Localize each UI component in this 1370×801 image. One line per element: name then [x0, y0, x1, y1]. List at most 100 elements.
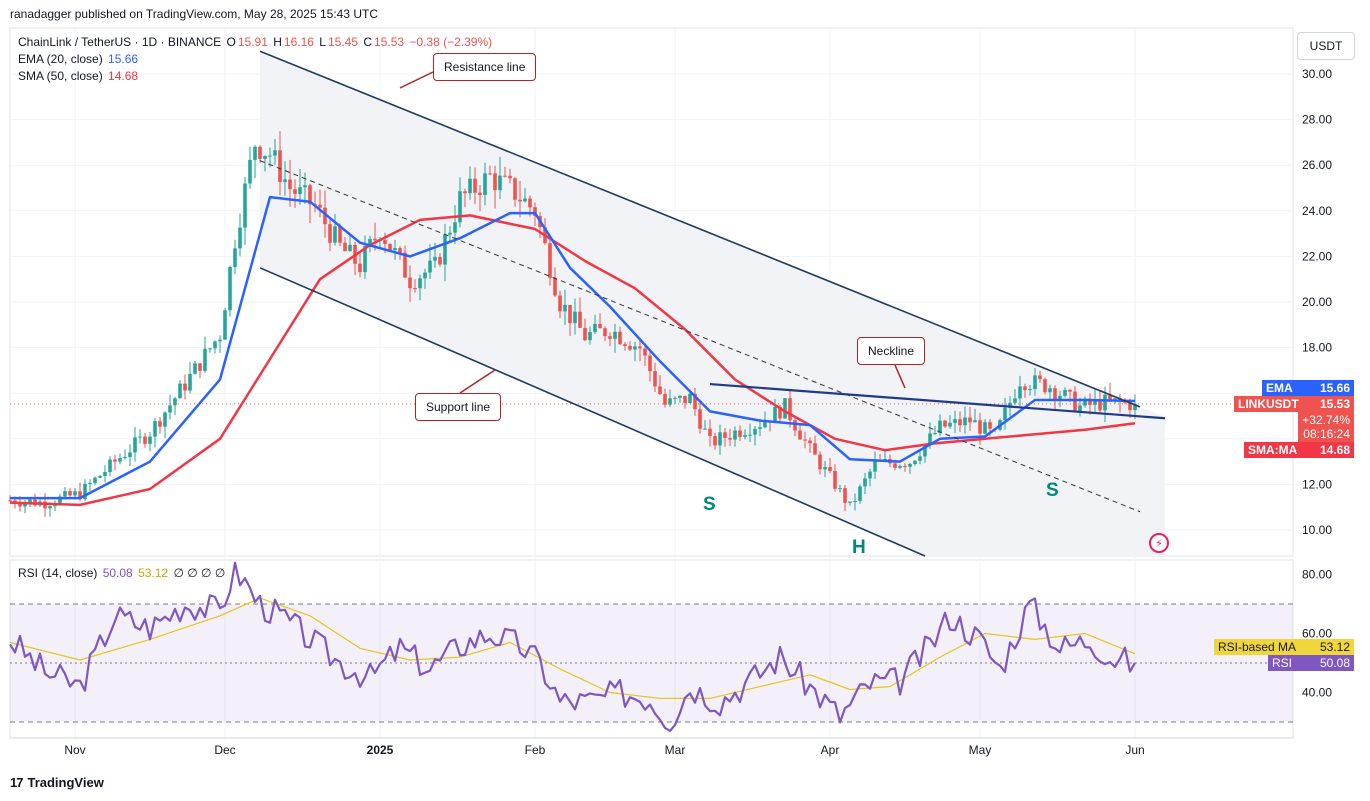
candle-body [948, 422, 952, 427]
candle-body [843, 488, 847, 503]
candles [8, 131, 1137, 517]
candle-body [763, 421, 767, 428]
candle-body [28, 499, 32, 503]
mid-channel-line [259, 160, 1141, 513]
price-tick-label: 26.00 [1302, 158, 1332, 172]
close-value: 15.53 [374, 35, 405, 49]
candle-body [953, 419, 957, 423]
candle-body [898, 466, 902, 468]
candle-body [973, 420, 977, 423]
candle-body [963, 417, 967, 426]
candle-body [638, 346, 642, 349]
candle-body [118, 458, 122, 462]
candle-body [1098, 399, 1102, 411]
candle-body [813, 443, 817, 455]
candle-body [193, 363, 197, 374]
candle-body [1053, 388, 1057, 399]
candle-body [698, 409, 702, 429]
candle-body [868, 471, 872, 479]
candle-body [553, 277, 557, 296]
candle-body [1113, 398, 1117, 400]
price-tick-label: 28.00 [1302, 113, 1332, 127]
candle-body [978, 420, 982, 434]
candle-body [228, 267, 232, 311]
candle-body [928, 433, 932, 445]
candle-body [198, 363, 202, 371]
tradingview-logo[interactable]: 17 TradingView [10, 775, 104, 790]
candle-body [413, 288, 417, 290]
candle-body [78, 491, 82, 500]
symbol-name: ChainLink / TetherUS · 1D · BINANCE [18, 35, 222, 49]
flash-icon[interactable]: ⚡ [1149, 533, 1169, 553]
candle-body [1128, 402, 1132, 411]
candle-body [508, 175, 512, 179]
candle-body [1133, 403, 1137, 411]
candle-body [983, 422, 987, 434]
candle-body [558, 295, 562, 312]
candle-body [1048, 388, 1052, 393]
candle-body [848, 501, 852, 503]
candle-body [273, 150, 277, 156]
candle-body [903, 466, 907, 468]
candle-body [173, 398, 177, 406]
candle-body [203, 348, 207, 371]
time-tick-label: Feb [525, 743, 546, 757]
candle-body [23, 502, 27, 507]
symbol-legend: ChainLink / TetherUS · 1D · BINANCE O 15.… [18, 35, 493, 49]
time-tick-label: Jun [1125, 743, 1144, 757]
candle-body [578, 311, 582, 328]
candle-body [68, 491, 72, 496]
candle-body [563, 305, 567, 312]
candle-body [693, 393, 697, 410]
candle-body [808, 440, 812, 444]
candle-body [8, 500, 12, 502]
rsi-ma-legend-value: 53.12 [138, 566, 169, 580]
open-value: 15.91 [237, 35, 268, 49]
head-label: H [852, 537, 866, 558]
price-tick-label: 22.00 [1302, 249, 1332, 263]
candle-body [778, 406, 782, 419]
candle-body [213, 341, 217, 349]
candle-body [288, 179, 292, 190]
ema20-line [10, 195, 1136, 500]
candle-body [703, 428, 707, 430]
candle-body [103, 471, 107, 476]
support-line [259, 267, 926, 557]
candle-body [663, 393, 667, 405]
candle-body [823, 467, 827, 470]
candle-body [163, 412, 167, 427]
candle-body [608, 336, 612, 339]
candle-body [648, 355, 652, 372]
candle-body [1058, 395, 1062, 399]
candle-body [238, 227, 242, 249]
candle-body [678, 395, 682, 398]
candle-body [653, 371, 657, 387]
indicator-lines [9, 195, 1293, 507]
candle-body [373, 238, 377, 241]
candle-body [348, 244, 352, 252]
candle-body [1108, 394, 1112, 400]
time-tick-label: Nov [64, 743, 85, 757]
candle-body [438, 256, 442, 265]
candle-body [358, 263, 362, 273]
candle-body [528, 198, 532, 208]
brand-name: TradingView [27, 775, 104, 790]
resistance-callout: Resistance line [433, 53, 537, 81]
candle-body [168, 405, 172, 413]
candle-body [458, 191, 462, 223]
candle-body [208, 348, 212, 350]
currency-button[interactable]: USDT [1297, 32, 1355, 60]
candle-body [523, 198, 527, 202]
candle-body [478, 192, 482, 195]
candle-body [833, 470, 837, 489]
candle-body [363, 246, 367, 273]
candle-body [1103, 394, 1107, 411]
candle-body [723, 432, 727, 438]
candle-body [483, 173, 487, 195]
candle-body [988, 422, 992, 429]
candle-body [113, 459, 117, 462]
candle-body [598, 323, 602, 329]
candle-body [618, 331, 622, 345]
candle-body [938, 420, 942, 434]
